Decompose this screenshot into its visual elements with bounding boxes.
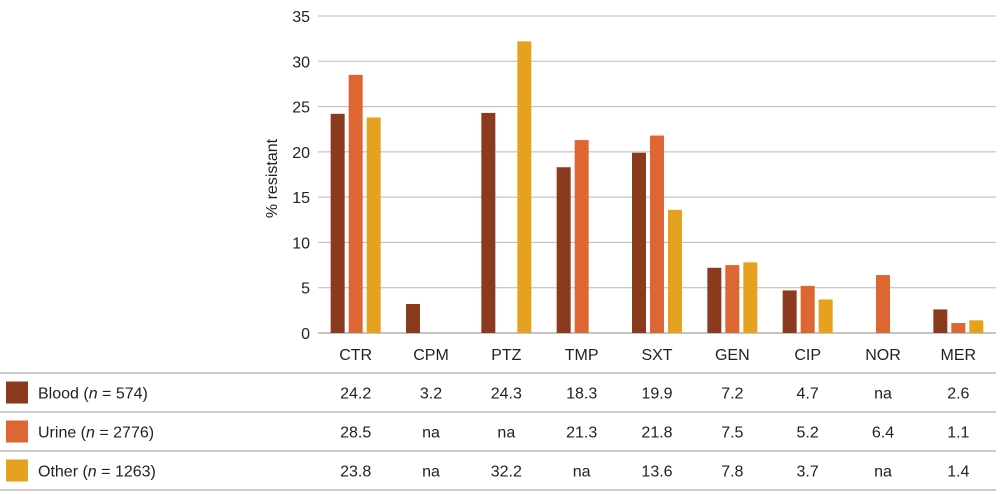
y-tick-label: 15 [292, 190, 310, 207]
legend-label-other: Other (n = 1263) [38, 464, 156, 481]
table-cell: 28.5 [340, 425, 371, 442]
category-label: CPM [413, 347, 449, 364]
bar-blood-sxt [632, 152, 646, 333]
y-tick-label: 5 [301, 281, 310, 298]
table-cell: 7.2 [721, 386, 743, 403]
bar-urine-sxt [650, 135, 664, 333]
bar-other-ctr [366, 117, 381, 333]
bar-blood-cip [782, 290, 797, 333]
y-tick-label: 0 [301, 326, 310, 343]
bar-other-cip [818, 299, 833, 333]
table-cell: 2.6 [947, 386, 969, 403]
table-cell: 6.4 [872, 425, 894, 442]
bar-blood-mer [933, 309, 948, 333]
category-label: CTR [339, 347, 372, 364]
bars [330, 41, 984, 334]
bar-urine-ctr [348, 74, 363, 333]
table-cell: na [874, 386, 892, 403]
bar-urine-tmp [574, 140, 589, 333]
y-tick-label: 20 [292, 145, 310, 162]
legend-label-blood: Blood (n = 574) [38, 386, 148, 403]
bar-urine-cip [800, 285, 815, 333]
y-tick-label: 30 [292, 54, 310, 71]
bar-other-mer [969, 320, 984, 333]
bar-urine-nor [876, 275, 890, 333]
table-cell: 7.5 [721, 425, 743, 442]
y-tick-label: 35 [292, 9, 310, 26]
table-cell: 21.3 [566, 425, 597, 442]
y-tick-label: 25 [292, 100, 310, 117]
bar-other-sxt [668, 209, 682, 333]
bar-blood-ptz [481, 112, 496, 333]
table-cell: 13.6 [641, 464, 672, 481]
category-label: SXT [641, 347, 672, 364]
table-cell: 3.7 [797, 464, 819, 481]
bar-other-gen [743, 262, 758, 333]
table-cell: 3.2 [420, 386, 442, 403]
bar-urine-gen [725, 265, 740, 333]
table-cell: 4.7 [797, 386, 819, 403]
table-cell: 24.2 [340, 386, 371, 403]
category-label: TMP [565, 347, 599, 364]
category-label: NOR [865, 347, 901, 364]
bar-blood-ctr [330, 113, 345, 334]
table-cell: na [497, 425, 515, 442]
table-cell: 18.3 [566, 386, 597, 403]
table-cell: na [874, 464, 892, 481]
table-cell: 23.8 [340, 464, 371, 481]
bar-urine-mer [951, 323, 966, 333]
category-label: MER [941, 347, 977, 364]
data-table: Blood (n = 574) 24.2 3.2 24.3 18.3 19.9 7.2 4.7… [0, 372, 996, 491]
table-cell: 1.1 [947, 425, 969, 442]
legend-swatch-urine [6, 420, 28, 443]
table-cell: 7.8 [721, 464, 743, 481]
legend-swatch-blood [6, 381, 28, 404]
bar-other-ptz [517, 41, 532, 334]
table-cell: 5.2 [797, 425, 819, 442]
category-labels: CTR CPM PTZ TMP SXT GEN CIP NOR MER [339, 347, 976, 364]
table-cell: 21.8 [641, 425, 672, 442]
y-tick-label: 10 [292, 235, 310, 252]
y-axis-label: % resistant [264, 138, 281, 218]
bar-blood-tmp [556, 167, 571, 333]
table-cell: na [573, 464, 591, 481]
table-cell: 1.4 [947, 464, 969, 481]
bar-blood-gen [707, 267, 722, 333]
table-cell: 24.3 [491, 386, 522, 403]
category-label: PTZ [491, 347, 521, 364]
table-cell: na [422, 425, 440, 442]
bar-blood-cpm [406, 304, 420, 333]
category-label: GEN [715, 347, 750, 364]
y-axis-ticks: 0 5 10 15 20 25 30 35 [292, 9, 310, 343]
legend-label-urine: Urine (n = 2776) [38, 425, 154, 442]
table-cell: 32.2 [491, 464, 522, 481]
table-cell: 19.9 [641, 386, 672, 403]
category-label: CIP [794, 347, 821, 364]
legend-swatch-other [6, 459, 28, 482]
table-cell: na [422, 464, 440, 481]
